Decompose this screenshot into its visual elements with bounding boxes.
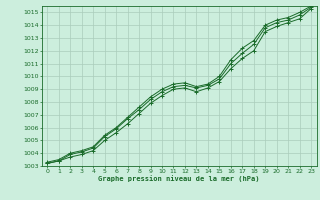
X-axis label: Graphe pression niveau de la mer (hPa): Graphe pression niveau de la mer (hPa) xyxy=(99,175,260,182)
